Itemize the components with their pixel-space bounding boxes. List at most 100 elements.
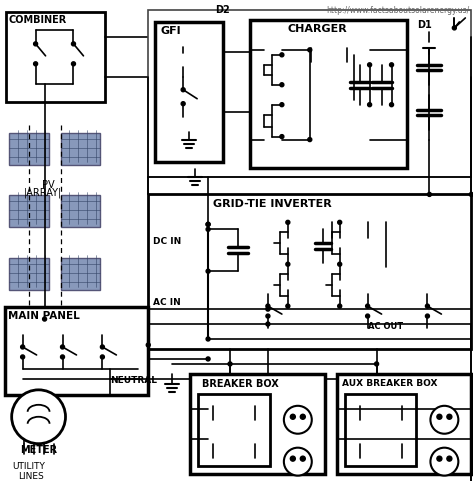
Circle shape: [365, 304, 370, 308]
Circle shape: [469, 192, 474, 197]
Circle shape: [206, 357, 210, 361]
Circle shape: [206, 269, 210, 273]
Polygon shape: [288, 278, 298, 292]
Text: MAIN PANEL: MAIN PANEL: [8, 311, 80, 321]
Circle shape: [426, 314, 429, 318]
Circle shape: [12, 390, 65, 444]
Circle shape: [266, 322, 270, 326]
Circle shape: [146, 343, 150, 347]
Circle shape: [337, 220, 342, 224]
Circle shape: [291, 456, 295, 461]
Bar: [61, 133, 100, 164]
Bar: [148, 10, 471, 177]
Text: GRID-TIE INVERTER: GRID-TIE INVERTER: [213, 200, 332, 209]
Text: METER: METER: [20, 445, 57, 455]
Text: COMBINER: COMBINER: [9, 15, 67, 25]
Circle shape: [368, 103, 372, 107]
Polygon shape: [288, 236, 298, 250]
Polygon shape: [340, 278, 350, 292]
Circle shape: [286, 262, 290, 266]
Polygon shape: [210, 19, 220, 24]
Bar: [9, 133, 48, 164]
Circle shape: [368, 63, 372, 67]
Circle shape: [266, 314, 270, 318]
Bar: [155, 22, 223, 161]
Bar: [148, 194, 471, 349]
Circle shape: [337, 304, 342, 308]
Polygon shape: [423, 42, 436, 48]
Polygon shape: [275, 120, 279, 124]
Circle shape: [100, 355, 104, 359]
Text: NEUTRAL: NEUTRAL: [110, 376, 157, 386]
Bar: [9, 258, 48, 290]
Circle shape: [34, 42, 37, 46]
Circle shape: [308, 48, 312, 52]
Bar: [9, 195, 48, 228]
Bar: [190, 374, 325, 474]
Polygon shape: [340, 236, 350, 250]
Circle shape: [280, 134, 284, 139]
Circle shape: [284, 406, 312, 434]
Text: PV: PV: [42, 180, 55, 190]
Text: AUX BREAKER BOX: AUX BREAKER BOX: [342, 379, 437, 388]
Circle shape: [228, 362, 232, 366]
Circle shape: [301, 414, 305, 419]
Bar: [5, 307, 148, 395]
Text: GFI: GFI: [160, 26, 181, 36]
Circle shape: [337, 262, 342, 266]
Circle shape: [374, 362, 379, 366]
Bar: [6, 12, 105, 102]
Bar: [345, 394, 417, 466]
Circle shape: [452, 26, 456, 30]
Circle shape: [206, 222, 210, 227]
Circle shape: [286, 220, 290, 224]
Polygon shape: [275, 68, 279, 72]
Circle shape: [291, 414, 295, 419]
Circle shape: [426, 304, 429, 308]
Text: CHARGER: CHARGER: [288, 24, 347, 34]
Circle shape: [181, 102, 185, 106]
Circle shape: [206, 337, 210, 341]
Text: http://www.factsaboutsolarenergy.us/: http://www.factsaboutsolarenergy.us/: [326, 6, 469, 15]
Text: BREAKER BOX: BREAKER BOX: [202, 379, 279, 389]
Circle shape: [206, 228, 210, 231]
Circle shape: [430, 406, 458, 434]
Circle shape: [308, 137, 312, 142]
Bar: [250, 20, 408, 168]
Text: AC OUT: AC OUT: [368, 321, 403, 331]
Circle shape: [21, 345, 25, 349]
Circle shape: [284, 448, 312, 476]
Circle shape: [266, 304, 270, 308]
Text: D1: D1: [418, 20, 432, 30]
Circle shape: [428, 192, 431, 197]
Circle shape: [34, 62, 37, 66]
Circle shape: [266, 307, 270, 311]
Bar: [61, 195, 100, 228]
Circle shape: [61, 355, 64, 359]
Text: DC IN: DC IN: [153, 237, 182, 246]
Bar: [61, 258, 100, 290]
Circle shape: [365, 314, 370, 318]
Circle shape: [280, 53, 284, 57]
Circle shape: [206, 222, 210, 227]
Circle shape: [286, 304, 290, 308]
Circle shape: [437, 456, 442, 461]
Text: LINES: LINES: [18, 472, 44, 481]
Circle shape: [390, 103, 393, 107]
Text: |ARRAY|: |ARRAY|: [23, 187, 62, 198]
Circle shape: [430, 448, 458, 476]
Circle shape: [280, 103, 284, 107]
Circle shape: [61, 345, 64, 349]
Circle shape: [390, 63, 393, 67]
Circle shape: [72, 62, 75, 66]
Text: UTILITY: UTILITY: [12, 462, 45, 471]
Circle shape: [447, 456, 452, 461]
Circle shape: [437, 414, 442, 419]
Circle shape: [280, 83, 284, 87]
Circle shape: [72, 42, 75, 46]
Circle shape: [301, 456, 305, 461]
Bar: [198, 394, 270, 466]
Circle shape: [447, 414, 452, 419]
Circle shape: [100, 345, 104, 349]
Circle shape: [43, 317, 46, 321]
